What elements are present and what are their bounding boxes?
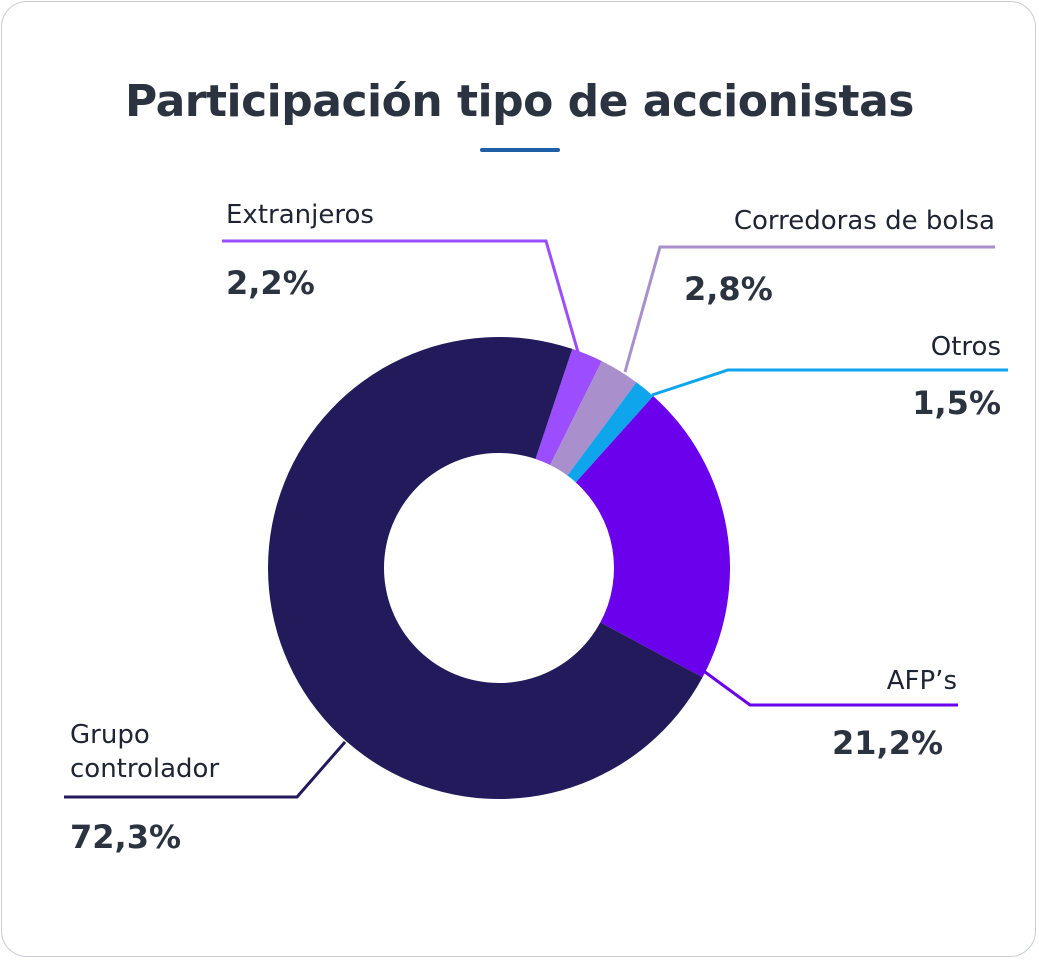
- leader-line-3: [704, 670, 958, 707]
- label-corredoras: Corredoras de bolsa: [733, 206, 995, 236]
- chart-title: Participación tipo de accionistas: [125, 76, 914, 127]
- leader-line-4: [64, 741, 347, 799]
- label-afps: AFP’s: [886, 666, 957, 696]
- slice-otros: [567, 382, 654, 483]
- leader-line-2: [651, 368, 1008, 397]
- slice-grupo-controlador: [268, 337, 703, 799]
- value-grupo-controlador: 72,3%: [70, 818, 182, 856]
- leader-line-0: [222, 239, 580, 353]
- label-grupo-controlador: Grupo controlador: [70, 720, 220, 784]
- label-otros: Otros: [930, 332, 1001, 362]
- value-otros: 1,5%: [912, 384, 1001, 422]
- value-afps: 21,2%: [832, 724, 944, 762]
- label-extranjeros: Extranjeros: [226, 200, 374, 230]
- slice-corredoras-de-bolsa: [550, 361, 637, 476]
- slice-afp-s: [575, 396, 730, 678]
- title-underline: [480, 148, 560, 152]
- value-extranjeros: 2,2%: [226, 264, 315, 302]
- slice-extranjeros: [535, 348, 602, 466]
- leader-line-1: [623, 245, 995, 373]
- value-corredoras: 2,8%: [684, 270, 773, 308]
